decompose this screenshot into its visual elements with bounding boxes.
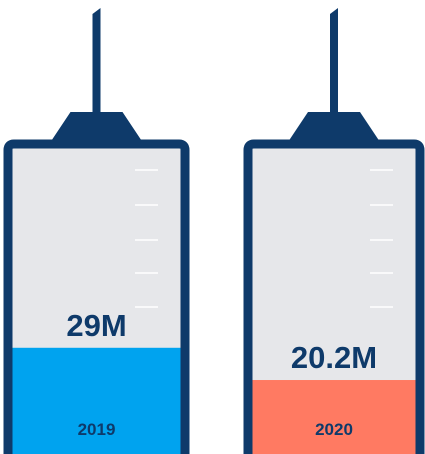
category-label: 2019 bbox=[78, 420, 116, 439]
barrel-outline bbox=[3, 139, 190, 454]
value-label: 20.2M bbox=[291, 340, 377, 375]
bar bbox=[252, 380, 416, 454]
needle bbox=[92, 8, 101, 116]
syringe-shoulder bbox=[288, 112, 380, 142]
bar bbox=[12, 347, 181, 454]
value-label: 29M bbox=[66, 308, 126, 343]
category-label: 2020 bbox=[315, 420, 353, 439]
needle bbox=[330, 8, 338, 116]
syringe-shoulder bbox=[50, 112, 143, 142]
barrel-outline bbox=[243, 139, 425, 454]
